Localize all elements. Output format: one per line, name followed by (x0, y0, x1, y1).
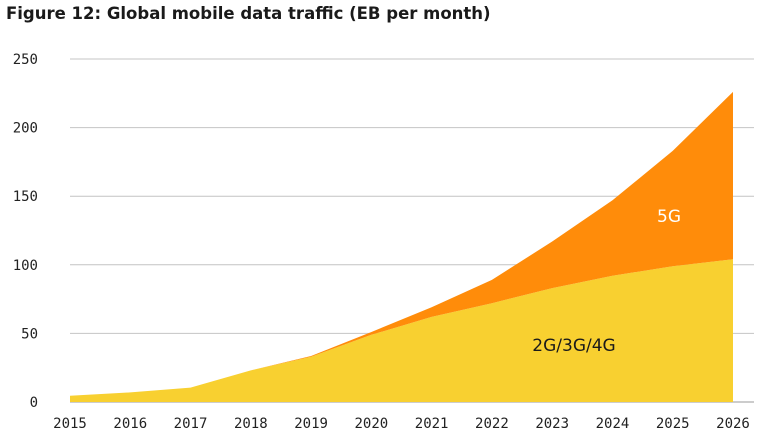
area-2g-3g-4g (70, 259, 733, 402)
x-tick-label: 2016 (113, 416, 147, 432)
x-tick-label: 2024 (596, 416, 630, 432)
x-tick-label: 2022 (475, 416, 509, 432)
x-tick-label: 2026 (716, 416, 750, 432)
y-tick-label: 0 (30, 395, 38, 411)
y-tick-label: 200 (13, 121, 38, 137)
area-5g (70, 91, 733, 396)
area-layers (70, 91, 733, 402)
y-tick-label: 150 (13, 189, 38, 205)
x-tick-label: 2025 (656, 416, 690, 432)
x-tick-label: 2015 (53, 416, 87, 432)
x-tick-label: 2020 (355, 416, 389, 432)
series-label-2g-3g-4g: 2G/3G/4G (532, 336, 615, 356)
x-axis-ticks: 2015 2016 2017 2018 2019 2020 2021 2022 2023 2024… (53, 416, 750, 432)
y-axis-ticks: 0 50 100 150 200 250 (13, 52, 38, 411)
y-tick-label: 250 (13, 52, 38, 68)
y-tick-label: 50 (21, 326, 38, 342)
y-tick-label: 100 (13, 258, 38, 274)
x-tick-label: 2018 (234, 416, 268, 432)
x-tick-label: 2019 (294, 416, 328, 432)
chart-title: Figure 12: Global mobile data traffic (E… (6, 4, 491, 23)
x-tick-label: 2017 (174, 416, 208, 432)
series-label-5g: 5G (657, 207, 681, 227)
x-tick-label: 2021 (415, 416, 449, 432)
x-tick-label: 2023 (535, 416, 569, 432)
series-labels: 2G/3G/4G 5G (532, 207, 681, 356)
